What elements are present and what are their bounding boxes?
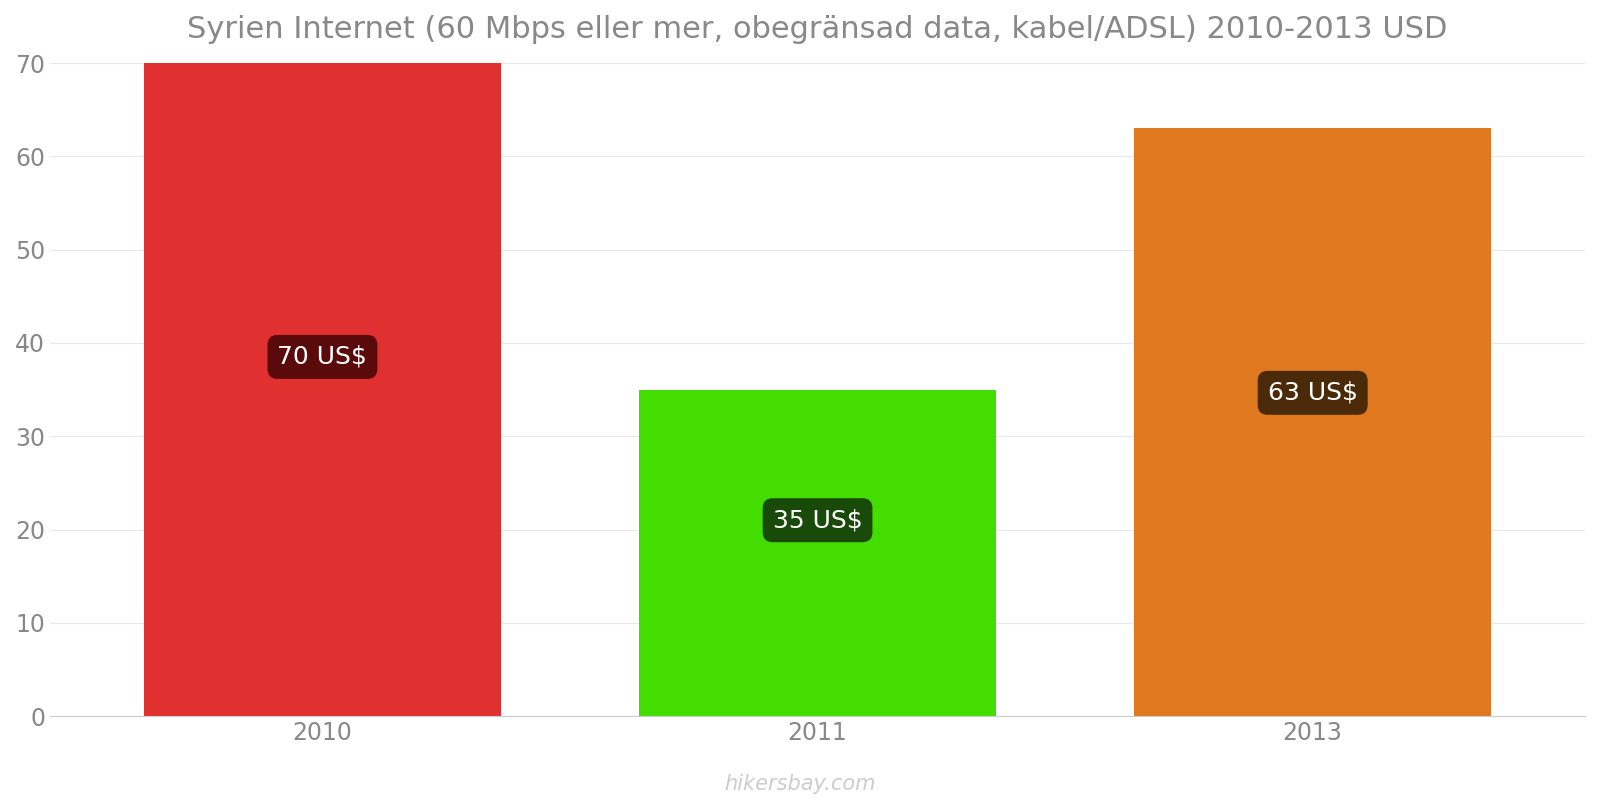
Text: 63 US$: 63 US$ [1267,381,1358,405]
Text: 70 US$: 70 US$ [277,345,368,369]
Text: hikersbay.com: hikersbay.com [725,774,875,794]
Bar [144,63,501,716]
Bar [640,390,995,716]
Text: 35 US$: 35 US$ [773,508,862,532]
Bar [1134,128,1491,716]
Title: Syrien Internet (60 Mbps eller mer, obegränsad data, kabel/ADSL) 2010-2013 USD: Syrien Internet (60 Mbps eller mer, obeg… [187,15,1448,44]
